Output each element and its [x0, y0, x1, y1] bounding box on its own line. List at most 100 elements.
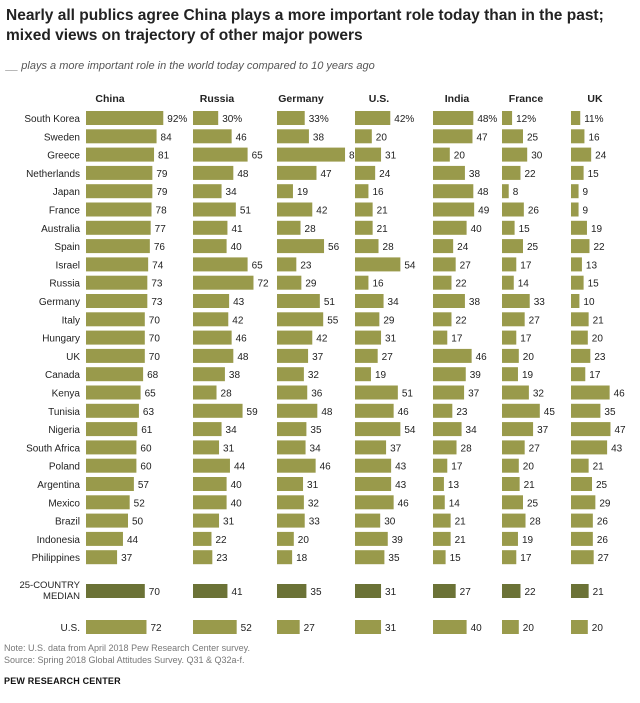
row-poland-bar-china	[86, 458, 137, 473]
row-russia-label: Russia	[49, 279, 80, 290]
row-kenya-bar-us	[355, 385, 398, 400]
row-southkorea-value-label: 48%	[477, 114, 497, 125]
row-tunisia-bar-india	[433, 403, 453, 418]
row-indonesia-bar-france	[502, 531, 518, 546]
row-mexico-bar-china	[86, 495, 130, 510]
row-median-label: 25-COUNTRY	[19, 580, 80, 591]
row-italy-bar-uk	[571, 312, 589, 327]
row-italy-value-label: 21	[593, 315, 605, 326]
row-italy-label: Italy	[62, 315, 80, 326]
row-france-bar-uk	[571, 202, 579, 217]
row-australia-value-label: 15	[519, 224, 531, 235]
row-russia-value-label: 16	[372, 279, 384, 290]
row-uk-value-label: 70	[149, 352, 161, 363]
row-southafrica-value-label: 34	[310, 443, 322, 454]
row-median-bar-uk	[571, 584, 589, 598]
row-uk-value-label: 37	[312, 352, 324, 363]
row-italy-value-label: 27	[529, 315, 541, 326]
row-israel-value-label: 13	[586, 260, 598, 271]
row-canada-value-label: 39	[470, 370, 482, 381]
row-nigeria-value-label: 54	[404, 425, 416, 436]
row-us-value-label: 72	[150, 623, 162, 634]
row-brazil-value-label: 31	[223, 517, 235, 528]
column-header-germany: Germany	[278, 93, 324, 105]
row-italy-value-label: 42	[232, 315, 244, 326]
row-italy-bar-us	[355, 312, 380, 327]
row-philippines-value-label: 18	[296, 553, 308, 564]
row-kenya-value-label: 36	[311, 389, 323, 400]
row-germany-bar-france	[502, 294, 530, 308]
row-uk-value-label: 23	[594, 352, 606, 363]
row-israel-bar-france	[502, 257, 517, 272]
row-philippines-value-label: 17	[520, 553, 532, 564]
row-australia-label: Australia	[41, 224, 80, 235]
row-hungary-label: Hungary	[42, 334, 80, 345]
row-brazil-value-label: 30	[384, 517, 396, 528]
row-kenya-bar-germany	[277, 385, 308, 400]
column-header-uk: UK	[587, 93, 603, 105]
row-france-bar-germany	[277, 202, 313, 217]
row-tunisia-bar-france	[502, 403, 540, 418]
column-header-russia: Russia	[200, 93, 235, 105]
row-philippines-bar-us	[355, 550, 385, 565]
row-poland-value-label: 44	[234, 462, 246, 473]
row-uk-bar-us	[355, 348, 378, 363]
row-netherlands-value-label: 22	[524, 169, 536, 180]
row-hungary-bar-germany	[277, 330, 313, 345]
row-japan-bar-germany	[277, 184, 293, 199]
row-poland-value-label: 60	[140, 462, 152, 473]
row-spain-value-label: 22	[593, 242, 605, 253]
row-uk-value-label: 46	[476, 352, 488, 363]
row-netherlands-value-label: 48	[237, 169, 249, 180]
row-nigeria-value-label: 35	[310, 425, 322, 436]
row-median-value-label: 21	[593, 587, 605, 598]
row-brazil-value-label: 26	[597, 517, 609, 528]
row-greece-bar-uk	[571, 147, 592, 162]
row-southkorea-value-label: 11%	[584, 114, 603, 125]
row-greece-bar-us	[355, 147, 382, 162]
row-france-value-label: 49	[478, 206, 490, 217]
row-netherlands-bar-china	[86, 165, 153, 180]
row-median-value-label: 35	[310, 587, 322, 598]
row-canada-bar-china	[86, 367, 144, 382]
row-canada-value-label: 17	[589, 370, 601, 381]
row-brazil-bar-uk	[571, 513, 593, 528]
row-netherlands-label: Netherlands	[26, 169, 80, 180]
row-canada-bar-uk	[571, 367, 586, 382]
row-israel-bar-uk	[571, 257, 582, 272]
row-kenya-value-label: 28	[221, 389, 233, 400]
row-mexico-bar-france	[502, 495, 523, 510]
chart-title: Nearly all publics agree China plays a m…	[6, 7, 604, 44]
row-france-label: France	[49, 206, 81, 217]
row-france-value-label: 42	[316, 206, 328, 217]
row-indonesia-value-label: 20	[298, 535, 310, 546]
row-southkorea-bar-us	[355, 111, 391, 125]
row-kenya-value-label: 65	[145, 389, 157, 400]
row-southafrica-bar-us	[355, 440, 387, 455]
row-germany-label: Germany	[39, 297, 80, 308]
column-header-us: U.S.	[369, 93, 390, 105]
row-nigeria-bar-russia	[193, 422, 222, 437]
row-japan-value-label: 16	[372, 187, 384, 198]
row-argentina-bar-india	[433, 477, 444, 491]
row-japan-value-label: 9	[583, 187, 589, 198]
row-uk-value-label: 27	[382, 352, 394, 363]
row-israel-value-label: 74	[152, 260, 164, 271]
row-netherlands-bar-india	[433, 165, 465, 180]
row-philippines-value-label: 15	[450, 553, 462, 564]
row-mexico-bar-us	[355, 495, 394, 510]
row-greece-value-label: 30	[531, 151, 543, 162]
row-kenya-bar-russia	[193, 385, 217, 400]
row-indonesia-value-label: 44	[127, 535, 139, 546]
row-brazil-bar-france	[502, 513, 526, 528]
row-canada-bar-russia	[193, 367, 225, 382]
row-poland-bar-russia	[193, 458, 230, 473]
row-japan-value-label: 19	[297, 187, 309, 198]
row-nigeria-label: Nigeria	[48, 425, 80, 436]
source-text: Source: Spring 2018 Global Attitudes Sur…	[4, 655, 245, 665]
row-uk-value-label: 48	[237, 352, 249, 363]
row-poland-bar-india	[433, 458, 448, 473]
row-us-value-label: 27	[304, 623, 316, 634]
row-southafrica-value-label: 31	[223, 443, 235, 454]
row-france-value-label: 51	[240, 206, 252, 217]
